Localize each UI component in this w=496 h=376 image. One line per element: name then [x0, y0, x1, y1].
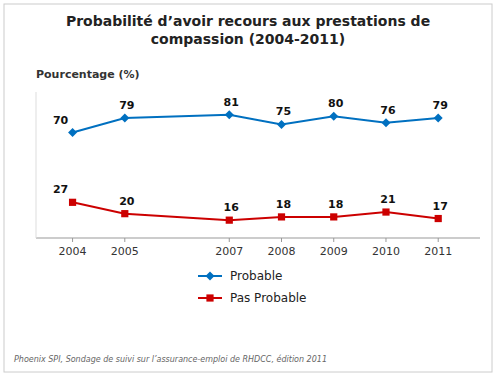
x-tick-label: 2008 — [268, 245, 296, 258]
y-axis-label: Pourcentage (%) — [36, 68, 140, 81]
data-label: 80 — [328, 97, 344, 110]
footnote: Phoenix SPI, Sondage de suivi sur l’assu… — [14, 354, 327, 364]
data-label: 79 — [119, 99, 134, 112]
point — [435, 215, 442, 222]
x-axis-line — [36, 238, 480, 239]
data-label: 21 — [380, 193, 395, 206]
point — [381, 118, 390, 127]
point — [68, 128, 77, 137]
point — [121, 210, 128, 217]
plot-area — [68, 110, 443, 224]
point — [434, 113, 443, 122]
x-tick — [281, 238, 282, 242]
legend-label: Probable — [230, 269, 282, 283]
legend-label: Pas Probable — [230, 291, 306, 305]
legend-marker — [206, 294, 213, 301]
point — [329, 112, 338, 121]
x-tick-label: 2004 — [59, 245, 87, 258]
data-label: 20 — [119, 195, 135, 208]
data-label: 75 — [276, 105, 291, 118]
x-tick-label: 2011 — [424, 245, 452, 258]
data-label: 79 — [433, 99, 448, 112]
data-label: 17 — [433, 200, 448, 213]
frame-border — [4, 4, 492, 372]
point — [330, 213, 337, 220]
title-line: compassion (2004-2011) — [151, 31, 345, 47]
data-label: 16 — [224, 201, 240, 214]
point — [120, 113, 129, 122]
point — [69, 199, 76, 206]
point — [277, 120, 286, 129]
data-label: 27 — [53, 183, 68, 196]
x-tick — [72, 238, 73, 242]
data-labels: 70 79 81 75 80 76 79 27 20 16 18 18 21 17 — [53, 96, 448, 214]
data-label: 70 — [53, 114, 69, 127]
data-label: 81 — [224, 96, 239, 109]
x-tick — [229, 238, 230, 242]
data-label: 18 — [276, 198, 291, 211]
title-line: Probabilité d’avoir recours aux prestati… — [66, 13, 430, 29]
data-label: 18 — [328, 198, 343, 211]
data-label: 76 — [380, 104, 396, 117]
point — [225, 110, 234, 119]
title: Probabilité d’avoir recours aux prestati… — [66, 13, 430, 47]
x-tick — [385, 238, 386, 242]
chart: Probabilité d’avoir recours aux prestati… — [0, 0, 496, 376]
x-tick — [333, 238, 334, 242]
point — [226, 217, 233, 224]
legend: Probable Pas Probable — [198, 269, 306, 305]
x-tick-label: 2005 — [111, 245, 139, 258]
y-axis-line — [36, 92, 37, 238]
x-tick-label: 2010 — [372, 245, 400, 258]
x-tick — [438, 238, 439, 242]
x-tick — [124, 238, 125, 242]
x-tick-label: 2007 — [215, 245, 243, 258]
legend-marker — [206, 272, 215, 281]
point — [278, 213, 285, 220]
x-tick-label: 2009 — [320, 245, 348, 258]
point — [382, 208, 389, 215]
